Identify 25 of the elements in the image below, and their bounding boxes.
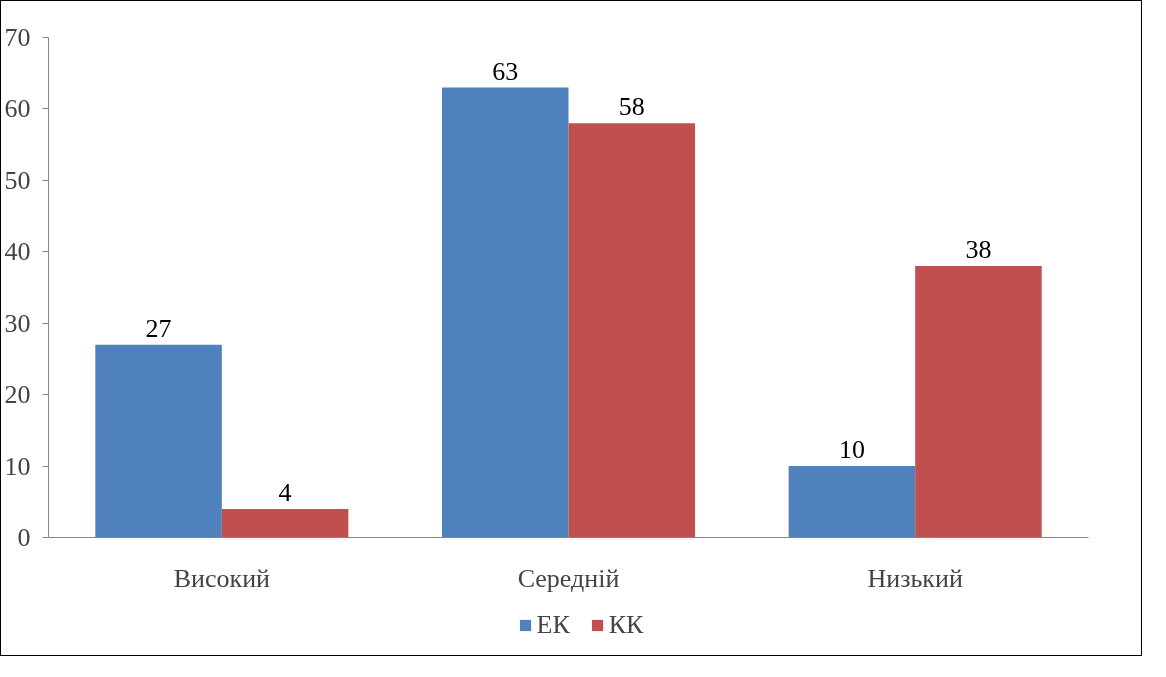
y-tick-label: 20 bbox=[4, 380, 31, 410]
y-tick-label: 0 bbox=[17, 523, 31, 552]
bar bbox=[568, 123, 696, 538]
x-tick-label: Високий bbox=[173, 563, 271, 593]
data-label: 4 bbox=[278, 477, 292, 507]
data-label: 63 bbox=[492, 56, 519, 86]
data-label: 10 bbox=[838, 435, 865, 465]
y-tick-label: 60 bbox=[4, 94, 31, 124]
bar bbox=[95, 344, 222, 538]
y-tick-label: 70 bbox=[4, 23, 31, 52]
y-tick-label: 30 bbox=[4, 308, 31, 338]
y-tick-label: 40 bbox=[4, 237, 31, 267]
legend-label: ЕК bbox=[536, 610, 570, 640]
data-label: 38 bbox=[965, 235, 992, 265]
x-tick-label: Середній bbox=[517, 563, 620, 593]
legend-label: КК bbox=[608, 610, 644, 640]
y-tick-label: 10 bbox=[4, 451, 31, 481]
bar bbox=[788, 466, 916, 538]
bar bbox=[221, 508, 349, 538]
bar bbox=[441, 87, 569, 538]
bar bbox=[915, 266, 1042, 538]
x-tick-label: Низький bbox=[867, 563, 963, 593]
data-label: 27 bbox=[145, 313, 172, 343]
data-label: 58 bbox=[618, 92, 645, 122]
y-tick-label: 50 bbox=[4, 165, 31, 195]
